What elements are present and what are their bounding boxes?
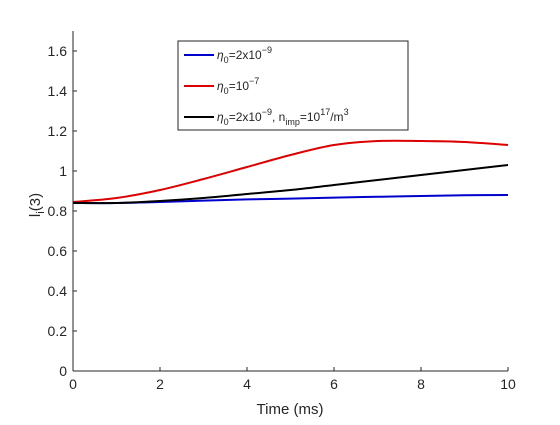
y-tick-label: 0.8 <box>48 203 68 219</box>
x-tick-label: 4 <box>243 376 251 392</box>
x-tick-label: 6 <box>330 376 338 392</box>
y-tick-label: 0 <box>59 363 67 379</box>
legend-box <box>177 40 409 131</box>
x-tick-label: 8 <box>417 376 425 392</box>
series-line-3 <box>72 164 509 205</box>
legend-label-series-3: η0=2x10−9, nimp=1017/m3 <box>217 107 349 127</box>
series-line-2 <box>72 139 509 203</box>
y-tick-label: 1.6 <box>48 43 68 59</box>
legend: η0=2x10−9 η0=10−7 η0=2x10−9, nimp=1017/m… <box>177 40 409 131</box>
y-tick-label: 0.6 <box>48 243 68 259</box>
y-tick-label: 1.2 <box>48 123 68 139</box>
y-tick-label: 1.4 <box>48 83 68 99</box>
x-tick-label: 0 <box>69 376 77 392</box>
y-tick-label: 0.4 <box>48 283 68 299</box>
axes-layer: 0 2 4 6 8 10 0 0.2 0.4 0.6 0.8 1 1.2 1.4 1.6 <box>48 31 516 392</box>
x-tick-label: 10 <box>500 376 516 392</box>
x-tick-label: 2 <box>156 376 164 392</box>
legend-label-series-1: η0=2x10−9 <box>217 45 272 65</box>
y-tick-label: 0.2 <box>48 323 68 339</box>
y-axis-label: li(3) <box>27 193 47 217</box>
legend-label-series-2: η0=10−7 <box>217 76 259 96</box>
x-axis-label: Time (ms) <box>257 401 324 418</box>
y-tick-label: 1 <box>59 163 67 179</box>
series-layer <box>72 139 509 205</box>
